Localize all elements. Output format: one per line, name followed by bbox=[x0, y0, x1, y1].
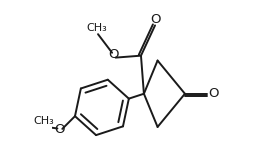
Text: CH₃: CH₃ bbox=[86, 23, 107, 33]
Text: CH₃: CH₃ bbox=[33, 117, 54, 126]
Text: O: O bbox=[208, 87, 218, 100]
Text: O: O bbox=[108, 48, 118, 61]
Text: O: O bbox=[55, 123, 65, 136]
Text: O: O bbox=[150, 13, 160, 26]
